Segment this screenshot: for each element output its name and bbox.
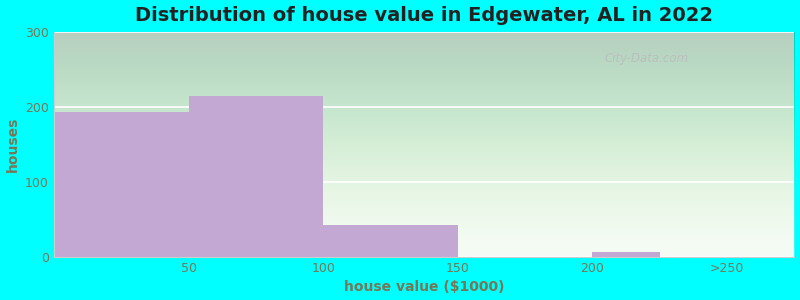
Bar xyxy=(323,226,458,257)
Text: City-Data.com: City-Data.com xyxy=(604,52,688,65)
Y-axis label: houses: houses xyxy=(6,117,19,172)
Title: Distribution of house value in Edgewater, AL in 2022: Distribution of house value in Edgewater… xyxy=(135,6,713,25)
Bar xyxy=(593,252,660,257)
Bar xyxy=(189,95,323,257)
Bar xyxy=(54,112,189,257)
X-axis label: house value ($1000): house value ($1000) xyxy=(344,280,504,294)
